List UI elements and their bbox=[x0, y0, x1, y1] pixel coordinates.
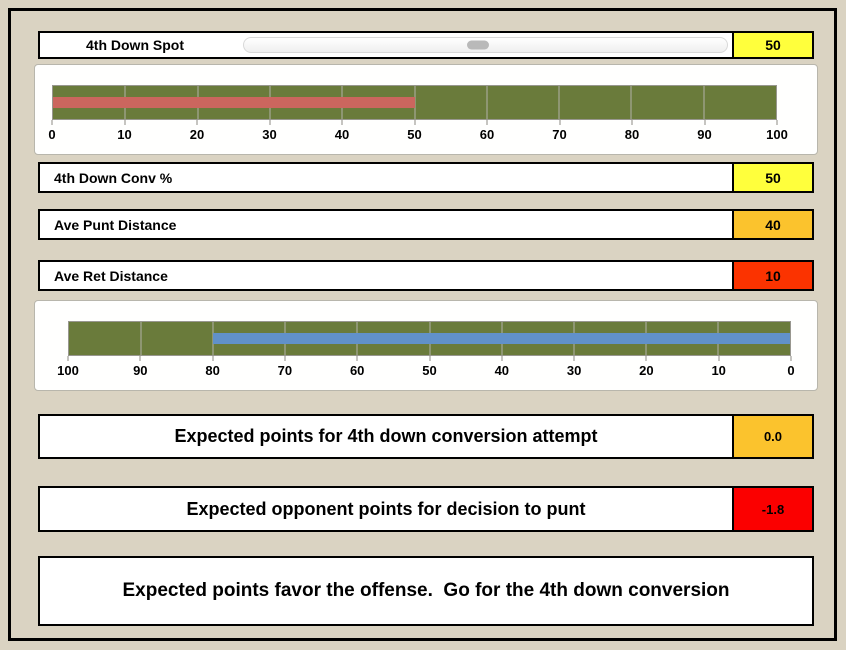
axis-tick bbox=[501, 356, 503, 361]
expected-conversion-label: Expected points for 4th down conversion … bbox=[174, 426, 598, 446]
axis-tick-label: 10 bbox=[117, 127, 132, 142]
axis-tick-label: 80 bbox=[205, 363, 220, 378]
gridline bbox=[140, 322, 142, 355]
axis-tick-label: 100 bbox=[766, 127, 788, 142]
axis-tick-label: 90 bbox=[697, 127, 712, 142]
axis-tick bbox=[356, 356, 358, 361]
axis-labels: 100 90 80 70 60 50 40 30 20 10 0 bbox=[57, 363, 795, 379]
axis-tick-label: 50 bbox=[422, 363, 437, 378]
row-expected-conversion-points: Expected points for 4th down conversion … bbox=[38, 414, 814, 459]
axis-tick-label: 40 bbox=[494, 363, 510, 378]
axis-tick-label: 0 bbox=[48, 127, 56, 142]
axis-tick bbox=[429, 356, 430, 361]
axis-tick-label: 60 bbox=[349, 363, 365, 378]
axis-tick bbox=[139, 356, 141, 361]
axis-tick bbox=[704, 120, 705, 125]
axis-tick-label: 90 bbox=[133, 363, 148, 378]
axis-tick bbox=[284, 356, 286, 361]
gridline bbox=[414, 86, 415, 119]
axis-tick bbox=[776, 120, 778, 125]
punt-result-chart: 100 90 80 70 60 50 40 30 20 10 0 bbox=[34, 300, 818, 391]
row-expected-punt-points: Expected opponent points for decision to… bbox=[38, 486, 814, 532]
axis-tick-label: 70 bbox=[277, 363, 293, 378]
4th-down-spot-bar bbox=[53, 96, 415, 109]
axis-tick bbox=[67, 356, 69, 361]
punt-value-cell[interactable]: 40 bbox=[732, 211, 812, 238]
axis-tick bbox=[559, 120, 560, 125]
expected-punt-value: -1.8 bbox=[732, 488, 812, 530]
spot-slider[interactable] bbox=[243, 37, 728, 53]
axis-tick bbox=[573, 356, 575, 361]
field-position-plot: 0 10 20 30 40 50 60 70 80 90 100 bbox=[48, 65, 788, 154]
axis-tick bbox=[718, 356, 720, 361]
ret-value-cell[interactable]: 10 bbox=[732, 262, 812, 289]
axis-tick bbox=[790, 356, 792, 361]
axis-tick-label: 50 bbox=[407, 127, 422, 142]
axis-tick-label: 60 bbox=[479, 127, 495, 142]
field-band bbox=[68, 321, 791, 356]
axis-tick-label: 100 bbox=[57, 363, 79, 378]
axis-tick-label: 20 bbox=[189, 127, 205, 142]
axis-tick bbox=[124, 120, 125, 125]
ret-label: Ave Ret Distance bbox=[54, 267, 168, 284]
axis-tick bbox=[486, 120, 488, 125]
recommendation-box: Expected points favor the offense. Go fo… bbox=[38, 556, 814, 626]
row-4th-down-conv: 4th Down Conv % 50 bbox=[38, 162, 814, 193]
punt-result-bar bbox=[213, 332, 790, 345]
axis-tick-label: 0 bbox=[787, 363, 795, 378]
axis-ticks bbox=[67, 356, 792, 361]
field-position-chart: 0 10 20 30 40 50 60 70 80 90 100 bbox=[34, 64, 818, 155]
axis-tick bbox=[196, 120, 198, 125]
field-band bbox=[52, 85, 777, 120]
spot-label: 4th Down Spot bbox=[86, 37, 184, 53]
axis-tick-label: 80 bbox=[624, 127, 640, 142]
row-4th-down-spot: 4th Down Spot 50 bbox=[38, 31, 814, 59]
axis-tick-label: 10 bbox=[711, 363, 726, 378]
conv-value-cell[interactable]: 50 bbox=[732, 164, 812, 191]
axis-tick bbox=[341, 120, 343, 125]
row-ave-ret-distance: Ave Ret Distance 10 bbox=[38, 260, 814, 291]
slider-thumb[interactable] bbox=[467, 40, 490, 50]
axis-ticks bbox=[51, 120, 778, 125]
expected-punt-label: Expected opponent points for decision to… bbox=[186, 498, 586, 519]
spot-value-cell[interactable]: 50 bbox=[732, 33, 812, 57]
axis-tick bbox=[645, 356, 647, 361]
axis-tick-label: 30 bbox=[566, 363, 582, 378]
axis-tick-label: 30 bbox=[262, 127, 277, 142]
punt-result-plot: 100 90 80 70 60 50 40 30 20 10 0 bbox=[57, 301, 795, 390]
conv-label: 4th Down Conv % bbox=[54, 169, 173, 186]
row-ave-punt-distance: Ave Punt Distance 40 bbox=[38, 209, 814, 240]
gridline bbox=[630, 86, 632, 119]
expected-conversion-value: 0.0 bbox=[732, 416, 812, 457]
axis-tick-label: 20 bbox=[639, 363, 654, 378]
gridline bbox=[703, 86, 705, 119]
slider-track[interactable] bbox=[243, 37, 728, 53]
axis-tick-label: 70 bbox=[552, 127, 567, 142]
recommendation-text: Expected points favor the offense. Go fo… bbox=[122, 580, 730, 601]
axis-tick bbox=[414, 120, 415, 125]
axis-tick bbox=[631, 120, 633, 125]
punt-label: Ave Punt Distance bbox=[54, 216, 177, 233]
axis-tick-label: 40 bbox=[334, 127, 350, 142]
gridline bbox=[486, 86, 488, 119]
axis-tick bbox=[212, 356, 214, 361]
gridline bbox=[558, 86, 560, 119]
axis-labels: 0 10 20 30 40 50 60 70 80 90 100 bbox=[48, 127, 787, 143]
axis-tick bbox=[269, 120, 270, 125]
axis-tick bbox=[51, 120, 53, 125]
